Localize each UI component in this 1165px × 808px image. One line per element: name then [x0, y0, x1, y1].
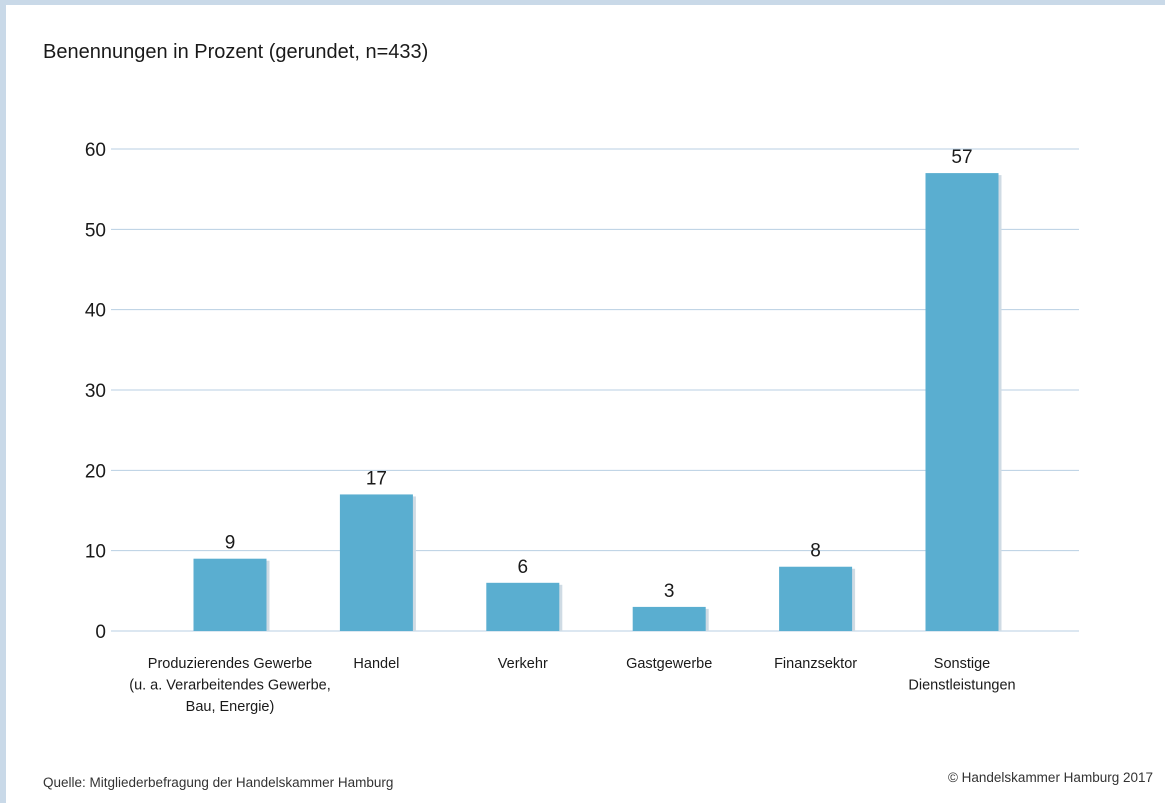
y-tick-label: 10 — [85, 542, 106, 563]
x-tick-label: Verkehr — [498, 656, 548, 672]
bar — [194, 559, 267, 631]
data-label: 6 — [518, 557, 529, 578]
copyright-note: © Handelskammer Hamburg 2017 — [948, 770, 1153, 785]
data-label: 17 — [366, 468, 387, 489]
x-tick-label: Sonstige — [934, 656, 990, 672]
bar — [633, 607, 706, 631]
data-label: 9 — [225, 533, 236, 554]
y-tick-label: 0 — [95, 622, 106, 643]
source-note: Quelle: Mitgliederbefragung der Handelsk… — [43, 775, 393, 790]
data-label: 8 — [810, 541, 821, 562]
data-label: 57 — [951, 147, 972, 168]
data-label: 3 — [664, 581, 675, 602]
x-tick-label: (u. a. Verarbeitendes Gewerbe, — [129, 678, 331, 694]
bar — [340, 494, 413, 631]
bar — [779, 567, 852, 631]
x-tick-label: Handel — [353, 656, 399, 672]
y-tick-label: 20 — [85, 461, 106, 482]
y-tick-label: 50 — [85, 220, 106, 241]
x-tick-label: Dienstleistungen — [908, 678, 1015, 694]
x-tick-label: Bau, Energie) — [186, 699, 275, 715]
data-labels: 9 17 6 3 8 57 — [225, 147, 973, 602]
y-axis-ticks: 0 10 20 30 40 50 60 — [85, 140, 106, 643]
bar — [486, 583, 559, 631]
x-tick-label: Finanzsektor — [774, 656, 857, 672]
y-tick-label: 60 — [85, 140, 106, 161]
y-tick-label: 40 — [85, 301, 106, 322]
y-tick-label: 30 — [85, 381, 106, 402]
x-axis-labels: Produzierendes Gewerbe (u. a. Verarbeiten… — [129, 656, 1015, 715]
bars — [194, 173, 1002, 631]
x-tick-label: Produzierendes Gewerbe — [148, 656, 312, 672]
x-tick-label: Gastgewerbe — [626, 656, 712, 672]
bar — [926, 173, 999, 631]
bar-chart: 0 10 20 30 40 50 60 9 17 6 3 8 57 Produzierendes Ge… — [6, 5, 1165, 808]
